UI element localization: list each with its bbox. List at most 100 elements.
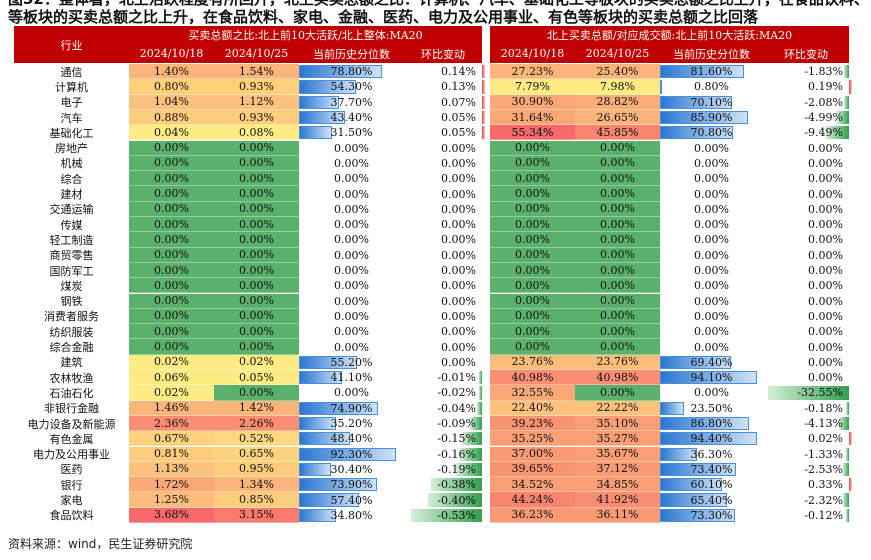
percentile-value: 0.00% <box>334 340 369 354</box>
industry-name: 基础化工 <box>14 125 129 140</box>
percentile-value: 0.00% <box>694 264 729 278</box>
change-bar <box>846 508 849 522</box>
heat-cell-value: 0.65% <box>239 447 274 461</box>
heat-cell: 3.68% <box>129 507 214 523</box>
percentile-value: 0.00% <box>334 325 369 339</box>
heat-cell-value: 3.68% <box>154 508 189 522</box>
heat-cell-value: 0.00% <box>154 263 189 277</box>
heat-cell: 0.02% <box>214 354 299 370</box>
percentile-cell: 0.00% <box>660 263 763 278</box>
heat-cell-value: 0.00% <box>600 385 635 399</box>
heat-cell: 32.55% <box>490 385 575 401</box>
change-value: 0.00% <box>808 264 843 278</box>
heat-cell: 0.00% <box>129 293 214 309</box>
percentile-value: 54.30% <box>330 80 373 94</box>
heat-cell: 0.80% <box>129 79 214 95</box>
percentile-cell: 69.40% <box>660 355 763 370</box>
heat-cell-value: 0.00% <box>600 294 635 308</box>
header-b-pct: 当前历史分位数 <box>660 44 763 63</box>
heat-cell-value: 22.22% <box>596 401 639 415</box>
industry-name: 银行 <box>14 477 129 492</box>
industry-name: 纺织服装 <box>14 324 129 339</box>
industry-name: 钢铁 <box>14 294 129 309</box>
heat-cell-value: 0.00% <box>239 187 274 201</box>
change-bar <box>836 110 849 125</box>
change-value: -0.04% <box>437 401 476 415</box>
percentile-bar <box>299 432 350 446</box>
change-cell: 0.00% <box>404 324 482 339</box>
header-group2: 北上买卖总额/对应成交额:北上前10大活跃:MA20 <box>490 26 849 44</box>
heat-cell-value: 0.00% <box>239 294 274 308</box>
heat-cell: 0.00% <box>575 186 660 202</box>
heat-cell-value: 0.06% <box>154 370 189 384</box>
change-value: -0.19% <box>437 462 476 476</box>
heat-cell-value: 0.00% <box>239 248 274 262</box>
change-value: -0.02% <box>437 386 476 400</box>
percentile-value: 0.00% <box>334 309 369 323</box>
heat-cell-value: 0.00% <box>154 340 189 354</box>
change-cell: -1.83% <box>763 64 849 79</box>
industry-name: 通信 <box>14 64 129 79</box>
header-b-chg-label: 环比变动 <box>784 47 828 61</box>
percentile-bar <box>299 355 357 369</box>
change-value: 0.05% <box>441 126 476 140</box>
percentile-value: 73.40% <box>690 462 733 476</box>
percentile-value: 0.00% <box>694 156 729 170</box>
heat-cell: 37.00% <box>490 446 575 462</box>
industry-name: 消费者服务 <box>14 309 129 324</box>
percentile-cell: 0.00% <box>299 309 404 324</box>
percentile-cell: 30.40% <box>299 462 404 477</box>
heat-cell-value: 23.76% <box>596 355 639 369</box>
percentile-cell: 94.40% <box>660 431 763 446</box>
heat-cell: 0.81% <box>129 446 214 462</box>
heat-cell: 40.98% <box>490 370 575 386</box>
heat-cell: 7.79% <box>490 79 575 95</box>
percentile-cell: 0.00% <box>299 339 404 354</box>
change-cell: 0.00% <box>763 355 849 370</box>
heat-cell: 0.00% <box>214 155 299 172</box>
heat-cell: 0.00% <box>129 217 214 233</box>
percentile-cell: 0.00% <box>660 217 763 232</box>
heat-cell-value: 0.67% <box>154 431 189 445</box>
heat-cell-value: 0.00% <box>239 202 274 216</box>
heat-cell-value: 27.23% <box>511 64 554 78</box>
heat-cell: 0.00% <box>129 339 214 355</box>
heat-cell-value: 3.15% <box>239 508 274 522</box>
industry-name-label: 食品饮料 <box>49 509 94 523</box>
heat-cell: 0.00% <box>214 308 299 325</box>
change-bar <box>482 110 485 125</box>
industry-name-label: 商贸零售 <box>49 249 94 263</box>
change-value: -1.33% <box>804 447 843 461</box>
heat-cell: 0.00% <box>575 217 660 233</box>
change-cell: 0.00% <box>763 202 849 217</box>
heat-cell-value: 1.25% <box>154 493 189 507</box>
change-cell: 0.00% <box>404 156 482 171</box>
industry-name-label: 银行 <box>60 478 83 492</box>
header-b-date2: 2024/10/25 <box>575 44 660 63</box>
percentile-value: 48.40% <box>330 432 373 446</box>
industry-name-label: 农林牧渔 <box>49 371 94 385</box>
change-cell: 0.00% <box>763 370 849 385</box>
industry-name-label: 钢铁 <box>60 295 83 309</box>
change-cell: 0.05% <box>404 110 485 125</box>
heat-cell: 39.65% <box>490 461 575 478</box>
percentile-cell: 0.00% <box>299 263 404 278</box>
heat-cell-value: 0.00% <box>600 340 635 354</box>
heat-cell-value: 26.65% <box>596 110 639 124</box>
change-cell: -0.53% <box>404 508 482 523</box>
heat-cell: 0.00% <box>575 293 660 309</box>
heat-cell: 23.76% <box>490 354 575 370</box>
heat-cell: 1.72% <box>129 477 214 493</box>
change-value: 0.00% <box>441 156 476 170</box>
change-cell: 0.00% <box>404 248 482 263</box>
heat-cell-value: 0.00% <box>239 309 274 323</box>
percentile-bar <box>660 95 733 109</box>
heat-cell-value: 0.00% <box>515 309 550 323</box>
change-cell: -2.08% <box>763 95 849 110</box>
heat-cell: 0.04% <box>129 125 214 141</box>
industry-name-label: 国防军工 <box>49 264 94 278</box>
heat-cell: 0.88% <box>129 109 214 126</box>
heat-cell: 0.00% <box>490 247 575 263</box>
heat-cell: 0.00% <box>575 155 660 172</box>
change-value: -1.83% <box>804 65 843 79</box>
